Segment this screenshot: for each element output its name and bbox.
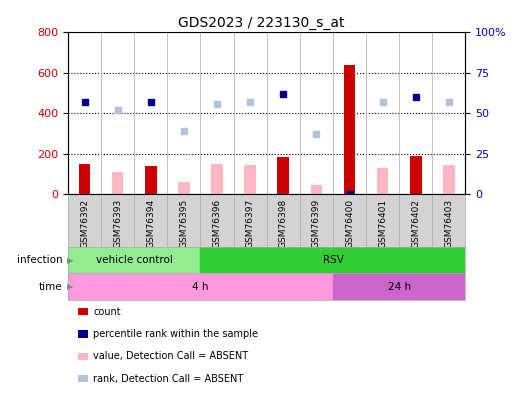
Text: GSM76402: GSM76402 <box>411 198 420 247</box>
Text: GSM76401: GSM76401 <box>378 198 387 248</box>
Bar <box>410 156 422 194</box>
Bar <box>443 165 454 194</box>
Text: GSM76398: GSM76398 <box>279 198 288 248</box>
Bar <box>211 164 223 194</box>
Text: rank, Detection Call = ABSENT: rank, Detection Call = ABSENT <box>93 374 243 384</box>
Bar <box>79 164 90 194</box>
Text: value, Detection Call = ABSENT: value, Detection Call = ABSENT <box>93 352 248 361</box>
Bar <box>178 182 190 194</box>
Text: 24 h: 24 h <box>388 281 411 292</box>
Text: RSV: RSV <box>323 255 344 265</box>
Text: ▶: ▶ <box>67 256 73 265</box>
Bar <box>377 168 389 194</box>
Text: ▶: ▶ <box>67 282 73 291</box>
Bar <box>333 273 465 300</box>
Text: GSM76392: GSM76392 <box>80 198 89 248</box>
Bar <box>68 247 200 273</box>
Bar <box>278 157 289 194</box>
Text: GSM76393: GSM76393 <box>113 198 122 248</box>
Text: GSM76400: GSM76400 <box>345 198 354 248</box>
Text: GSM76395: GSM76395 <box>179 198 188 248</box>
Text: GSM76396: GSM76396 <box>212 198 222 248</box>
Text: percentile rank within the sample: percentile rank within the sample <box>93 329 258 339</box>
Text: GDS2023 / 223130_s_at: GDS2023 / 223130_s_at <box>178 16 345 30</box>
Text: GSM76403: GSM76403 <box>445 198 453 248</box>
Bar <box>311 185 322 194</box>
Bar <box>344 65 355 194</box>
Text: GSM76397: GSM76397 <box>246 198 255 248</box>
Text: 4 h: 4 h <box>192 281 209 292</box>
Bar <box>112 172 123 194</box>
Text: vehicle control: vehicle control <box>96 255 173 265</box>
Text: GSM76394: GSM76394 <box>146 198 155 248</box>
Bar <box>68 273 333 300</box>
Bar <box>244 165 256 194</box>
Bar <box>200 247 465 273</box>
Text: infection: infection <box>17 255 63 265</box>
Text: GSM76399: GSM76399 <box>312 198 321 248</box>
Bar <box>145 166 156 194</box>
Text: time: time <box>39 281 63 292</box>
Text: count: count <box>93 307 121 317</box>
